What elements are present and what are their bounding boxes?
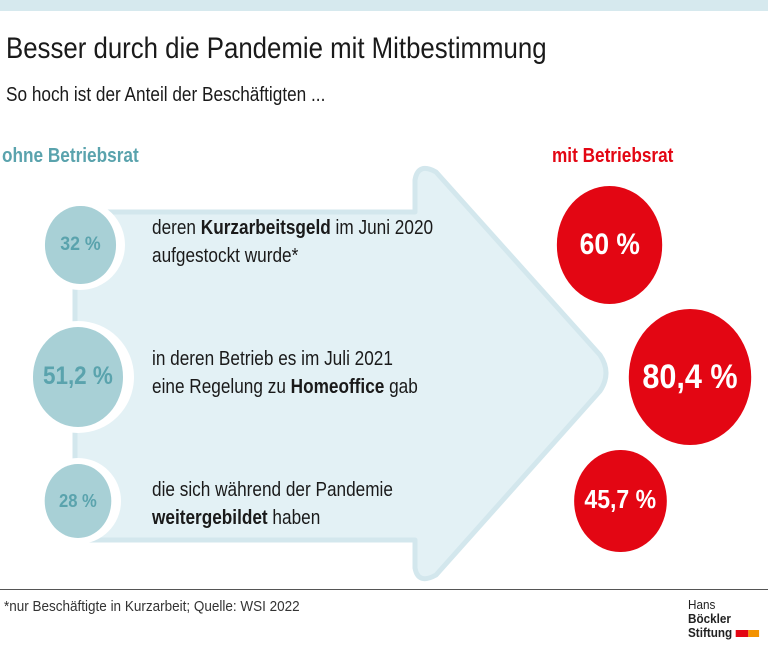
- row-2-description: in deren Betrieb es im Juli 2021 eine Re…: [152, 348, 418, 398]
- arrow-shape: [72, 165, 609, 582]
- row-1-description: deren Kurzarbeitsgeld im Juni 2020 aufge…: [152, 217, 434, 267]
- without-works-council-circle-2: 51,2 %: [33, 327, 123, 427]
- with-works-council-circle-2: 80,4 %: [628, 309, 752, 445]
- subtitle: So hoch ist der Anteil der Beschäftigten…: [6, 84, 326, 106]
- footer-divider: [0, 589, 768, 590]
- header-with-works-council: mit Betriebsrat: [552, 145, 674, 167]
- page-title: Besser durch die Pandemie mit Mitbestimm…: [6, 32, 547, 65]
- header-without-works-council: ohne Betriebsrat: [2, 145, 139, 167]
- hans-boeckler-stiftung-logo: Hans Böckler Stiftung: [688, 598, 760, 640]
- row-3-description: die sich während der Pandemie weitergebi…: [152, 479, 393, 529]
- without-works-council-circle-3: 28 %: [44, 464, 112, 538]
- with-works-council-circle-1: 60 %: [557, 186, 663, 304]
- top-bar: [0, 0, 768, 11]
- with-works-council-circle-3: 45,7 %: [573, 449, 667, 553]
- footnote: *nur Beschäftigte in Kurzarbeit; Quelle:…: [4, 598, 300, 615]
- without-works-council-circle-1: 32 %: [44, 205, 116, 285]
